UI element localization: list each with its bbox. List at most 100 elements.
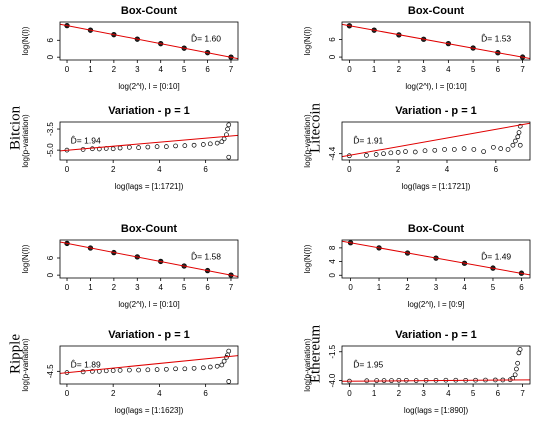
point bbox=[163, 144, 169, 149]
x-axis-label: log(2^l), l = [0:9] bbox=[408, 300, 465, 309]
x-tick-label: 1 bbox=[88, 65, 93, 74]
x-tick-label: 6 bbox=[496, 389, 501, 398]
fit-annotation: D̂= 1.60 bbox=[191, 33, 221, 43]
x-tick-label: 6 bbox=[205, 283, 210, 292]
point bbox=[364, 153, 369, 158]
point bbox=[214, 363, 220, 369]
y-tick-label: -3.5 bbox=[46, 122, 55, 136]
plot-frame bbox=[59, 345, 239, 385]
point bbox=[182, 366, 188, 372]
plot-frame bbox=[341, 21, 531, 61]
fit-line bbox=[342, 240, 530, 276]
point bbox=[373, 152, 379, 157]
point bbox=[110, 146, 116, 152]
y-tick-label: -4.0 bbox=[328, 373, 337, 387]
y-axis-label: log(p-variation) bbox=[21, 338, 30, 392]
y-tick-label: 6 bbox=[46, 255, 55, 260]
point bbox=[90, 146, 95, 152]
point bbox=[219, 139, 225, 145]
panel-label: Bitcion bbox=[7, 105, 23, 150]
x-tick-label: 4 bbox=[157, 165, 162, 174]
fit-annotation: D̂= 1.94 bbox=[71, 135, 101, 145]
x-tick-label: 3 bbox=[135, 65, 140, 74]
x-tick-label: 7 bbox=[229, 65, 234, 74]
point bbox=[471, 147, 477, 152]
fit-line bbox=[342, 122, 530, 158]
point bbox=[510, 142, 516, 148]
chart-title: Box-Count bbox=[408, 5, 465, 17]
point bbox=[136, 367, 141, 373]
point bbox=[388, 150, 394, 156]
x-tick-label: 2 bbox=[405, 283, 410, 292]
y-axis-label: log(p-variation) bbox=[21, 114, 30, 168]
fit-line bbox=[60, 241, 238, 278]
x-axis-label: log(lags = [1:1623]) bbox=[115, 406, 184, 415]
point bbox=[103, 368, 109, 374]
point bbox=[517, 123, 523, 129]
x-tick-label: 4 bbox=[158, 283, 163, 292]
x-tick-label: 3 bbox=[135, 283, 140, 292]
point bbox=[191, 365, 197, 371]
point bbox=[412, 149, 418, 155]
point bbox=[182, 143, 188, 148]
point bbox=[517, 142, 523, 148]
x-tick-label: 6 bbox=[496, 65, 501, 74]
x-tick-label: 6 bbox=[519, 283, 524, 292]
point bbox=[515, 134, 521, 140]
x-tick-label: 4 bbox=[446, 65, 451, 74]
x-tick-label: 3 bbox=[421, 389, 426, 398]
chart-title: Variation - p = 1 bbox=[395, 105, 477, 117]
point bbox=[451, 147, 457, 152]
x-tick-label: 4 bbox=[157, 389, 162, 398]
chart-title: Variation - p = 1 bbox=[108, 105, 190, 117]
point bbox=[117, 367, 123, 373]
point bbox=[110, 368, 116, 373]
x-tick-label: 5 bbox=[182, 283, 187, 292]
x-axis-label: log(lags = [1:890]) bbox=[404, 406, 469, 415]
x-tick-label: 5 bbox=[471, 65, 476, 74]
x-tick-label: 2 bbox=[397, 389, 402, 398]
point bbox=[226, 122, 232, 128]
chart-title: Box-Count bbox=[121, 223, 178, 235]
point bbox=[173, 366, 178, 372]
plot-frame bbox=[341, 239, 531, 279]
point bbox=[516, 130, 522, 135]
point bbox=[481, 149, 486, 154]
point bbox=[512, 372, 518, 378]
y-tick-label: -4.5 bbox=[46, 364, 55, 378]
y-tick-label: 0 bbox=[46, 54, 55, 59]
x-tick-label: 2 bbox=[397, 65, 402, 74]
fit-annotation: D̂= 1.58 bbox=[191, 251, 221, 261]
point bbox=[498, 146, 504, 151]
point bbox=[395, 150, 401, 155]
x-tick-label: 1 bbox=[372, 65, 377, 74]
point bbox=[163, 366, 169, 372]
point bbox=[514, 366, 519, 372]
x-axis-label: log(lags = [1:1721]) bbox=[402, 182, 471, 191]
point bbox=[221, 136, 227, 142]
point bbox=[200, 142, 206, 147]
y-axis-label: log(N(l)) bbox=[21, 244, 30, 273]
fit-annotation: D̂= 1.49 bbox=[481, 251, 511, 261]
y-tick-label: 4 bbox=[328, 259, 337, 264]
point bbox=[127, 367, 132, 373]
x-tick-label: 4 bbox=[445, 165, 450, 174]
x-tick-label: 0 bbox=[347, 389, 352, 398]
chart-title: Box-Count bbox=[121, 5, 178, 17]
x-tick-label: 0 bbox=[65, 165, 70, 174]
y-tick-label: 8 bbox=[328, 245, 337, 250]
chart-title: Variation - p = 1 bbox=[108, 329, 190, 341]
point bbox=[226, 154, 232, 160]
panel-label: Ethereum bbox=[307, 325, 323, 384]
x-tick-label: 1 bbox=[372, 389, 377, 398]
point bbox=[226, 348, 232, 354]
point bbox=[145, 144, 151, 150]
y-tick-label: 6 bbox=[46, 38, 55, 43]
fit-line bbox=[60, 355, 238, 374]
fit-annotation: D̂= 1.91 bbox=[353, 135, 383, 145]
plot-frame bbox=[59, 239, 239, 279]
y-tick-label: 6 bbox=[328, 37, 337, 42]
point bbox=[214, 140, 220, 146]
x-axis-label: log(lags = [1:1721]) bbox=[115, 182, 184, 191]
fit-line bbox=[60, 23, 238, 60]
